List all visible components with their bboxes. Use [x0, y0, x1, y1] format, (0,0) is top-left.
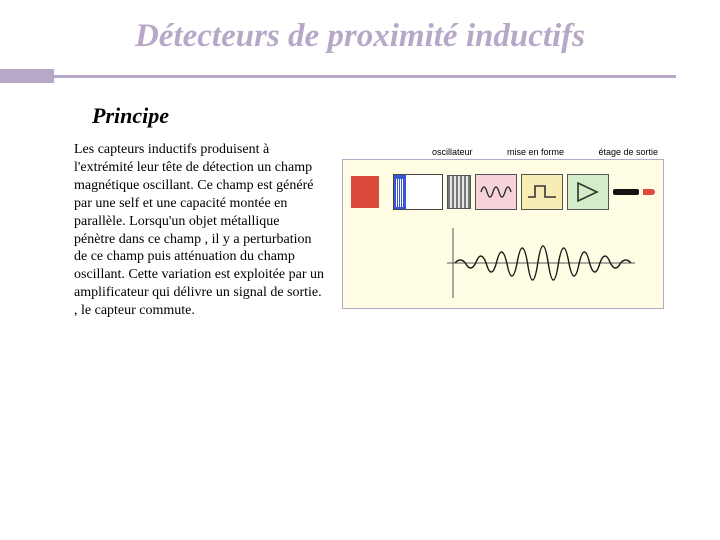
square-wave-icon	[527, 182, 557, 202]
cable-end	[643, 189, 655, 195]
shaper-block	[521, 174, 563, 210]
oscillator-block	[475, 174, 517, 210]
label-shaper: mise en forme	[507, 147, 564, 157]
diagram-canvas	[342, 159, 664, 309]
output-block	[567, 174, 609, 210]
title-divider	[0, 69, 720, 85]
page-title: Détecteurs de proximité inductifs	[0, 0, 720, 63]
diagram: oscillateur mise en forme étage de sorti…	[342, 147, 664, 309]
amplifier-icon	[575, 181, 601, 203]
damped-waveform	[447, 226, 635, 300]
body-paragraph: Les capteurs inductifs produisent à l'ex…	[74, 141, 324, 320]
label-oscillator: oscillateur	[432, 147, 473, 157]
coil-icon	[447, 175, 471, 209]
block-chain	[351, 170, 655, 214]
target-block	[351, 176, 379, 208]
sensor-body	[393, 174, 443, 210]
content-row: Les capteurs inductifs produisent à l'ex…	[0, 141, 720, 320]
diagram-labels: oscillateur mise en forme étage de sorti…	[342, 147, 664, 159]
section-heading: Principe	[92, 103, 720, 129]
cable	[613, 189, 639, 195]
sine-icon	[480, 182, 512, 202]
label-output: étage de sortie	[598, 147, 658, 157]
